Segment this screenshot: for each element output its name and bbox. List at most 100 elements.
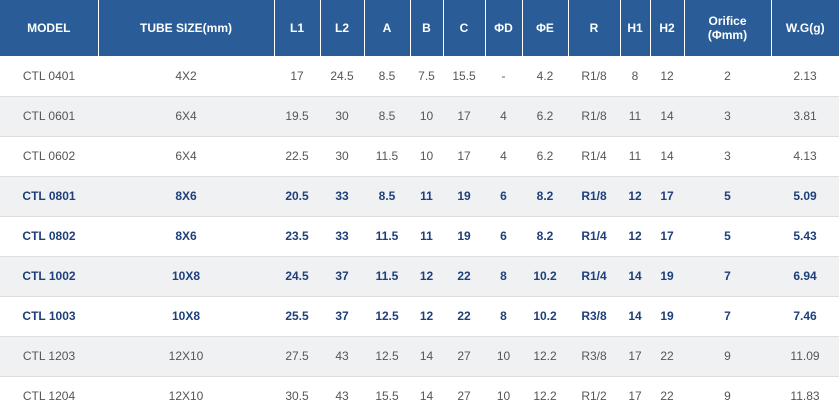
cell-orifice: 5 <box>684 216 771 257</box>
table-row: CTL 1204 12X10 30.5 43 15.5 14 27 10 12.2 R1/2 17 2… <box>0 376 839 416</box>
table-row: CTL 0802 8X6 23.5 33 11.5 11 19 6 8.2 R1/4 12 17 5 5.… <box>0 216 839 257</box>
cell-b: 10 <box>410 96 443 137</box>
cell-tube-size: 10X8 <box>98 256 274 297</box>
cell-l2: 43 <box>335 389 349 404</box>
cell-weight: 11.09 <box>771 336 839 377</box>
cell-phi-d: 4 <box>485 96 522 137</box>
cell-orifice: 7 <box>684 296 771 337</box>
cell-l1: 17 <box>274 56 320 97</box>
cell-weight: 5.09 <box>771 176 839 217</box>
cell-tube-size: 8X6 <box>98 176 274 217</box>
cell-phi-e: 4.2 <box>522 56 568 97</box>
cell-model: CTL 1203 <box>0 336 98 377</box>
cell-orifice: 2 <box>684 56 771 97</box>
cell-c: 27 <box>443 336 485 377</box>
header-model: MODEL <box>0 0 99 56</box>
cell-tube-size: 8X6 <box>98 216 274 257</box>
cell-r: R1/8 <box>568 56 620 97</box>
cell-phi-d: 8 <box>485 296 522 337</box>
cell-c: 15.5 <box>443 56 485 97</box>
cell-orifice: 5 <box>684 176 771 217</box>
cell-orifice: 7 <box>684 256 771 297</box>
cell-orifice: 9 <box>724 389 731 404</box>
cell-b: 14 <box>410 336 443 377</box>
cell-weight: 5.43 <box>771 216 839 257</box>
header-phi-e: ΦE <box>522 0 569 56</box>
table-row: CTL 0602 6X4 22.5 30 11.5 10 17 4 6.2 R1/4 11 14 3 4.… <box>0 136 839 177</box>
cell-l1: 20.5 <box>274 176 320 217</box>
cell-orifice: 3 <box>684 136 771 177</box>
cell-h1: 12 <box>620 176 650 217</box>
cell-h1: 12 <box>620 216 650 257</box>
cell-weight: 2.13 <box>771 56 839 97</box>
cell-r: R1/8 <box>568 176 620 217</box>
cell-r: R3/8 <box>568 336 620 377</box>
header-orifice-line1: Orifice <box>708 14 747 28</box>
cell-tube-size: 12X10 <box>98 336 274 377</box>
cell-phi-d: 6 <box>485 176 522 217</box>
cell-a: 12.5 <box>364 336 410 377</box>
cell-h2: 12 <box>650 56 684 97</box>
cell-b: 12 <box>410 256 443 297</box>
cell-phi-d: 10 <box>485 336 522 377</box>
cell-c: 27 <box>457 389 471 404</box>
cell-model: CTL 0401 <box>0 56 98 97</box>
header-tube-size: TUBE SIZE(mm) <box>98 0 275 56</box>
cell-phi-d: 8 <box>485 256 522 297</box>
cell-l2: 24.5 <box>320 56 364 97</box>
cell-h1: 11 <box>620 136 650 177</box>
cell-c: 19 <box>443 216 485 257</box>
cell-b: 11 <box>410 176 443 217</box>
cell-r: R1/4 <box>568 256 620 297</box>
cell-h1: 14 <box>620 256 650 297</box>
cell-a: 8.5 <box>364 56 410 97</box>
cell-phi-e: 6.2 <box>522 96 568 137</box>
cell-phi-e: 8.2 <box>522 176 568 217</box>
cell-h2: 17 <box>650 176 684 217</box>
cell-tube-size: 6X4 <box>98 136 274 177</box>
table-row: CTL 1203 12X10 27.5 43 12.5 14 27 10 12.2 R3/8 17 2… <box>0 336 839 377</box>
cell-b: 12 <box>410 296 443 337</box>
cell-phi-e: 12.2 <box>533 389 557 404</box>
cell-l2: 37 <box>320 256 364 297</box>
header-row: MODEL TUBE SIZE(mm) L1 L2 A B C ΦD ΦE R … <box>0 0 839 56</box>
cell-h1: 8 <box>620 56 650 97</box>
table-row: CTL 0601 6X4 19.5 30 8.5 10 17 4 6.2 R1/8 11 14 3 3.8… <box>0 96 839 137</box>
cell-weight: 3.81 <box>771 96 839 137</box>
table-row: CTL 0401 4X2 17 24.5 8.5 7.5 15.5-4.2 R1/8 8 12 2 2… <box>0 56 839 97</box>
cell-a: 8.5 <box>364 176 410 217</box>
header-b: B <box>410 0 444 56</box>
cell-r: R3/8 <box>568 296 620 337</box>
cell-weight: 6.94 <box>771 256 839 297</box>
cell-tube-size: 10X8 <box>98 296 274 337</box>
cell-model: CTL 0601 <box>0 96 98 137</box>
cell-h1: 17 <box>628 389 642 404</box>
cell-l2: 30 <box>320 136 364 177</box>
cell-model: CTL 1003 <box>0 296 98 337</box>
cell-phi-d: 6 <box>485 216 522 257</box>
cell-model: CTL 1204 <box>22 389 76 404</box>
cell-a: 11.5 <box>364 136 410 177</box>
header-orifice-line2: (Φmm) <box>707 28 748 42</box>
cell-h2: 14 <box>650 96 684 137</box>
cell-phi-d: 4 <box>485 136 522 177</box>
table-row: CTL 1002 10X8 24.5 37 11.5 12 22 8 10.2 R1/4 14 19 7… <box>0 256 839 297</box>
cell-r: R1/4 <box>568 216 620 257</box>
header-orifice: Orifice (Φmm) <box>684 0 772 56</box>
cell-r: R1/4 <box>568 136 620 177</box>
cell-l1: 23.5 <box>274 216 320 257</box>
cell-orifice: 3 <box>684 96 771 137</box>
cell-weight: 7.46 <box>771 296 839 337</box>
table-header: MODEL TUBE SIZE(mm) L1 L2 A B C ΦD ΦE R … <box>0 0 839 56</box>
cell-model: CTL 1002 <box>0 256 98 297</box>
cell-l2: 43 <box>320 336 364 377</box>
cell-l1: 22.5 <box>274 136 320 177</box>
cell-l1: 27.5 <box>274 336 320 377</box>
cell-h1: 11 <box>620 96 650 137</box>
cell-weight: 4.13 <box>771 136 839 177</box>
cell-tube-size: 6X4 <box>98 96 274 137</box>
cell-orifice: 9 <box>684 336 771 377</box>
cell-model: CTL 0802 <box>0 216 98 257</box>
cell-r: R1/2 <box>581 389 607 404</box>
